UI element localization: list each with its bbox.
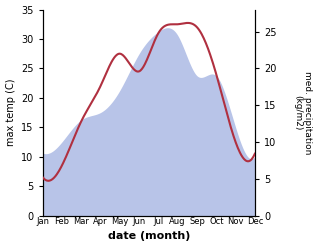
Y-axis label: med. precipitation
(kg/m2): med. precipitation (kg/m2) — [293, 71, 313, 154]
Y-axis label: max temp (C): max temp (C) — [5, 79, 16, 146]
X-axis label: date (month): date (month) — [107, 231, 190, 242]
